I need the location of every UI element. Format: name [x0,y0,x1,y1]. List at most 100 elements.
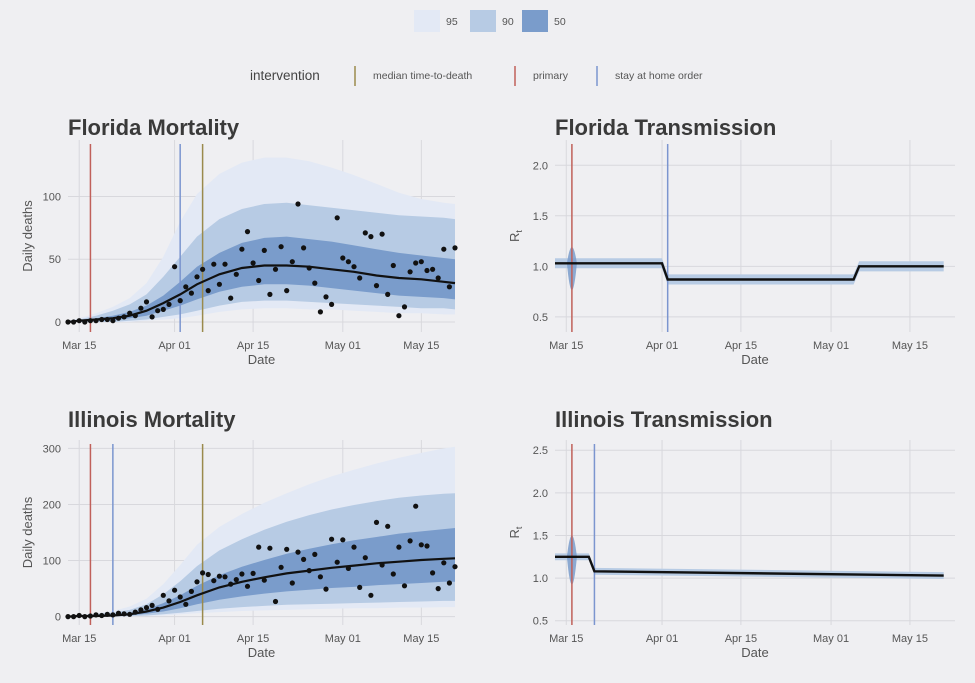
legend-label-primary: primary [533,70,569,82]
observed-death-point [295,549,301,555]
observed-death-point [284,288,290,294]
observed-death-point [407,538,413,544]
intervention-legend: intervention median time-to-death primar… [250,66,703,86]
observed-death-point [446,284,452,290]
x-tick-label: May 01 [813,340,849,352]
observed-death-point [250,570,256,577]
panel-title: Florida Mortality [68,115,240,140]
observed-death-point [373,283,380,289]
y-tick-label: 0.5 [533,616,548,628]
observed-death-point [121,314,127,320]
x-tick-label: Apr 01 [158,633,190,645]
observed-death-point [222,574,228,580]
observed-death-point [289,259,295,265]
x-tick-label: Apr 15 [725,633,757,645]
observed-death-point [267,545,273,551]
observed-death-point [65,319,71,325]
y-axis-title: Rt [507,526,524,538]
observed-death-point [301,245,307,251]
ci-band-50 [68,528,455,617]
x-tick-label: Apr 15 [237,633,269,645]
observed-death-point [424,543,430,549]
observed-death-point [233,271,239,277]
x-tick-label: Apr 15 [725,340,757,352]
observed-death-point [160,592,166,598]
x-tick-label: May 15 [403,633,439,645]
legend-label-median-time-to-death: median time-to-death [373,70,472,82]
observed-death-point [143,299,150,305]
x-axis-title: Date [248,645,275,660]
observed-death-point [160,306,166,312]
observed-death-point [127,310,133,316]
observed-death-point [390,571,396,577]
observed-death-point [317,309,323,315]
y-axis-title: Daily deaths [20,496,35,568]
observed-death-point [329,301,335,307]
observed-death-point [424,267,430,274]
panel-title: Illinois Mortality [68,407,236,432]
observed-death-point [413,503,419,509]
legend-label-95: 95 [446,16,458,28]
observed-death-point [71,614,77,620]
observed-death-point [446,580,452,586]
x-tick-label: May 01 [813,633,849,645]
x-tick-label: May 15 [892,340,928,352]
observed-death-point [345,565,351,572]
observed-death-point [329,536,335,542]
observed-death-point [110,612,116,618]
observed-death-point [188,588,194,595]
y-tick-label: 300 [43,443,61,455]
observed-death-point [177,298,183,304]
y-tick-label: 1.5 [533,211,548,223]
observed-death-point [216,281,222,287]
observed-death-point [205,571,211,578]
observed-death-point [312,280,318,286]
observed-death-point [340,537,346,543]
observed-death-point [149,602,155,609]
observed-death-point [138,305,144,311]
x-tick-label: Mar 15 [549,340,583,352]
y-axis-title-subscript: t [514,526,524,529]
observed-death-point [261,577,267,583]
observed-death-point [233,577,239,583]
y-tick-label: 0.5 [533,312,548,324]
observed-death-point [362,555,368,561]
illinois-mortality-chart: Illinois Mortality 0 100 200 300 Mar 15 Apr 01… [20,407,458,660]
panel-title: Florida Transmission [555,115,776,140]
observed-death-point [284,546,290,552]
observed-death-point [306,265,312,271]
observed-death-point [188,290,194,296]
legend-label-90: 90 [502,16,514,28]
observed-death-point [99,316,105,323]
observed-death-point [104,316,110,323]
observed-death-point [323,294,329,300]
observed-death-point [149,314,155,320]
observed-death-point [155,606,161,612]
y-tick-label: 1.5 [533,530,548,542]
y-tick-label: 2.0 [533,160,548,172]
observed-death-point [205,288,211,294]
observed-death-point [278,564,284,570]
observed-death-point [172,587,178,593]
observed-death-point [228,295,234,301]
observed-death-point [401,304,408,310]
rt-median-line [555,555,944,577]
observed-death-point [289,580,295,586]
observed-death-point [261,247,267,253]
observed-death-point [401,583,408,589]
legend-label-50: 50 [554,16,566,28]
y-tick-label: 2.5 [533,445,548,457]
y-tick-label: 1.0 [533,573,548,585]
observed-death-point [272,266,279,272]
y-tick-label: 200 [43,499,61,511]
observed-death-point [272,598,279,605]
y-axis-title: Rt [507,230,524,242]
observed-death-point [211,578,217,584]
observed-death-point [317,574,323,580]
observed-death-point [244,583,251,589]
observed-death-point [256,277,262,284]
observed-death-point [435,275,441,281]
observed-death-point [200,266,206,272]
florida-transmission-chart: Florida Transmission 0.5 1.0 1.5 2.0 Mar 15 Ap… [507,115,955,367]
